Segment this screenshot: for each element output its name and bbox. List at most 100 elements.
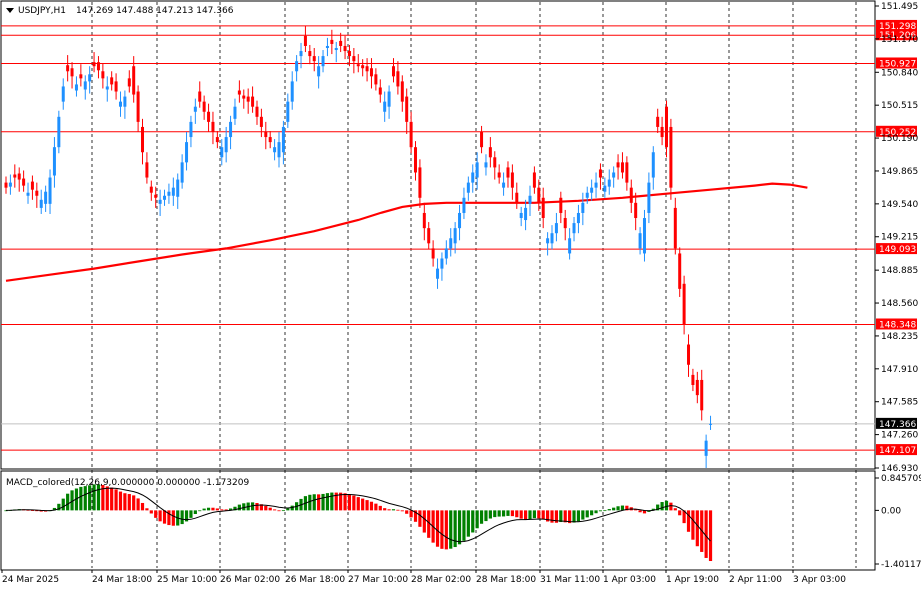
macd-bar — [334, 492, 338, 511]
candle-body — [634, 202, 638, 219]
macd-bar — [321, 493, 325, 511]
candles — [4, 25, 713, 468]
macd-bar — [233, 506, 237, 511]
price-tick-label: 146.930 — [881, 464, 918, 474]
candle-body — [585, 192, 589, 198]
macd-bar — [607, 509, 611, 511]
candle-body — [264, 132, 268, 138]
price-tick-label: 151.495 — [881, 2, 918, 12]
candle-body — [594, 182, 598, 188]
candle-body — [88, 74, 92, 82]
candle-body — [462, 197, 466, 213]
candle-body — [528, 195, 532, 204]
level-price-box — [876, 19, 917, 31]
macd-bar — [550, 510, 554, 523]
candle-body — [669, 126, 673, 188]
macd-bar — [4, 510, 8, 512]
candle-body — [524, 207, 528, 221]
candle-body — [541, 197, 545, 219]
candle-body — [330, 39, 334, 44]
macd-bar — [184, 510, 189, 522]
macd-bar — [255, 502, 259, 511]
candle-body — [35, 190, 39, 196]
price-tick-label: 149.215 — [881, 233, 918, 243]
time-tick-label: 25 Mar 10:00 — [157, 575, 217, 585]
time-tick-label: 26 Mar 02:00 — [220, 575, 280, 585]
candle-body — [224, 137, 228, 153]
macd-bar — [66, 493, 70, 511]
macd-bar — [61, 498, 65, 511]
candle-body — [163, 195, 167, 200]
candle-body — [242, 95, 246, 99]
level-price-box — [876, 243, 917, 255]
macd-bar — [656, 504, 660, 511]
candle-body — [700, 379, 704, 411]
candle-body — [268, 137, 272, 143]
macd-bar — [378, 505, 382, 511]
macd-bar — [220, 509, 224, 511]
chart-menu-triangle-icon[interactable] — [6, 8, 14, 13]
macd-bar — [546, 510, 550, 522]
candle-body — [74, 84, 78, 91]
candle-body — [546, 238, 550, 244]
candle-body — [502, 182, 506, 188]
candle-body — [118, 101, 122, 107]
candle-body — [431, 248, 435, 259]
macd-bar — [149, 510, 153, 514]
macd-bar — [365, 500, 369, 511]
candle-body — [110, 77, 114, 85]
macd-bar — [202, 508, 206, 511]
candle-body — [158, 199, 162, 204]
candle-body — [449, 238, 453, 249]
macd-bar — [634, 509, 638, 511]
candle-body — [374, 74, 378, 85]
time-tick-label: 2 Apr 11:00 — [729, 575, 782, 585]
candle-body — [709, 423, 713, 425]
candle-body — [673, 207, 677, 249]
candle-body — [141, 126, 145, 153]
macd-bar — [704, 510, 708, 558]
macd-bar — [88, 485, 92, 511]
macd-bar — [554, 510, 559, 523]
macd-bar — [581, 510, 585, 520]
macd-bar — [488, 510, 492, 519]
candle-body — [277, 142, 281, 158]
macd-bar — [695, 510, 699, 547]
candle-body — [123, 96, 127, 107]
candle-body — [220, 147, 224, 158]
macd-bar — [140, 502, 145, 511]
candle-body — [616, 162, 620, 168]
candle-body — [568, 238, 572, 254]
candle-body — [233, 106, 237, 119]
ohlc-readout: 147.269 147.488 147.213 147.366 — [76, 6, 234, 16]
price-tick-label: 151.170 — [881, 35, 918, 45]
macd-bar — [462, 510, 466, 541]
macd-bar — [449, 510, 453, 549]
candle-body — [414, 147, 418, 173]
time-tick-label: 24 Mar 18:00 — [92, 575, 152, 585]
macd-bar — [268, 507, 272, 511]
macd-bar — [369, 501, 374, 511]
candle-body — [339, 40, 343, 46]
time-tick-label: 1 Apr 19:00 — [666, 575, 719, 585]
macd-bar — [413, 510, 418, 522]
candle-body — [656, 116, 660, 127]
macd-bar — [541, 510, 545, 520]
macd-bar — [101, 485, 105, 511]
candle-body — [515, 192, 519, 203]
macd-bar — [708, 510, 713, 562]
level-price-box — [876, 318, 917, 330]
candle-body — [57, 116, 61, 148]
candle-body — [418, 167, 422, 198]
candle-body — [61, 86, 65, 102]
candle-body — [189, 121, 193, 138]
macd-bar — [457, 510, 462, 545]
time-tick-label: 26 Mar 18:00 — [285, 575, 345, 585]
macd-bar — [132, 495, 136, 511]
macd-bar — [70, 490, 74, 511]
candle-body — [127, 78, 131, 87]
level-price-label: 149.093 — [879, 245, 916, 255]
candle-body — [682, 283, 686, 325]
macd-bar — [286, 508, 290, 511]
